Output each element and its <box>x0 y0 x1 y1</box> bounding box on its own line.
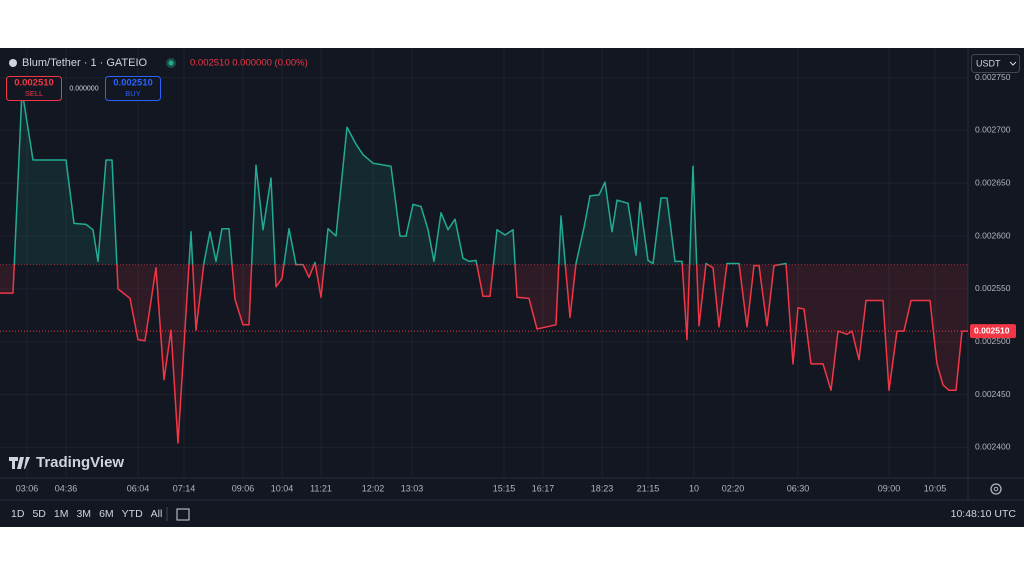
y-tick-label: 0.002500 <box>975 336 1011 346</box>
spread: 0.000000 <box>69 85 98 92</box>
x-tick-label: 18:23 <box>591 483 614 493</box>
y-tick-label: 0.002750 <box>975 72 1011 82</box>
axes: 0.002400 0.002450 0.002500 0.002550 0.002600… <box>16 72 1016 493</box>
range-button[interactable]: 1D <box>11 508 25 520</box>
baseline-area <box>0 90 968 444</box>
sell-button[interactable] <box>6 76 62 101</box>
clock: 10:48:10 UTC <box>951 508 1017 520</box>
status-dot <box>168 60 174 66</box>
range-button[interactable]: 1M <box>54 508 69 520</box>
x-tick-label: 03:06 <box>16 483 39 493</box>
x-tick-label: 02:20 <box>722 483 745 493</box>
toolbar <box>0 500 1024 527</box>
x-tick-label: 06:04 <box>127 483 150 493</box>
range-button[interactable]: 6M <box>99 508 114 520</box>
x-tick-label: 12:02 <box>362 483 385 493</box>
sell-label: SELL <box>25 89 43 98</box>
buy-button[interactable] <box>105 76 161 101</box>
x-tick-label: 15:15 <box>493 483 516 493</box>
x-tick-label: 10:04 <box>271 483 294 493</box>
plot <box>0 89 968 444</box>
x-tick-label: 09:00 <box>878 483 901 493</box>
chevron <box>1009 61 1017 66</box>
y-tick-label: 0.002650 <box>975 177 1011 187</box>
symbol[interactable]: Blum/Tether · 1 · GATEIO <box>22 57 148 69</box>
range-button[interactable]: All <box>151 508 163 520</box>
y-tick-label: 0.002700 <box>975 125 1011 135</box>
x-tick-label: 06:30 <box>787 483 810 493</box>
x-tick-label: 10:05 <box>924 483 947 493</box>
y-tick-label: 0.002550 <box>975 283 1011 293</box>
x-tick-label: 16:17 <box>532 483 555 493</box>
sell-price: 0.002510 <box>14 78 54 89</box>
y-tick-label: 0.002450 <box>975 389 1011 399</box>
currency-select[interactable] <box>971 54 1020 73</box>
date-range-icon[interactable] <box>176 508 190 521</box>
currency: USDT <box>976 58 1001 68</box>
range-button[interactable]: 3M <box>76 508 91 520</box>
x-tick-label: 13:03 <box>401 483 424 493</box>
price-line <box>0 89 968 444</box>
logo: TradingView <box>36 454 124 471</box>
x-tick-label: 10 <box>689 483 699 493</box>
trading-chart: 0.002400 0.002450 0.002500 0.002550 0.002600… <box>0 48 1024 527</box>
last-price-label: 0.002510 <box>974 325 1010 335</box>
last-price-tag <box>970 324 1016 339</box>
x-tick-label: 04:36 <box>55 483 78 493</box>
buy-label: BUY <box>125 89 140 98</box>
logo-mark <box>9 457 30 469</box>
buy-price: 0.002510 <box>113 78 153 89</box>
settings-icon-core <box>993 486 999 492</box>
range-button[interactable]: YTD <box>122 508 143 520</box>
range-buttons: 1D 5D 1M 3M 6M YTD All <box>11 508 162 520</box>
quote: 0.002510 0.000000 (0.00%) <box>190 58 308 69</box>
y-tick-label: 0.002600 <box>975 230 1011 240</box>
x-tick-label: 07:14 <box>173 483 196 493</box>
symbol-icon <box>9 59 17 67</box>
x-tick-label: 09:06 <box>232 483 255 493</box>
y-tick-label: 0.002400 <box>975 442 1011 452</box>
settings-icon[interactable] <box>990 483 1002 495</box>
x-tick-label: 21:15 <box>637 483 660 493</box>
range-button[interactable]: 5D <box>32 508 46 520</box>
x-tick-label: 11:21 <box>310 483 332 493</box>
